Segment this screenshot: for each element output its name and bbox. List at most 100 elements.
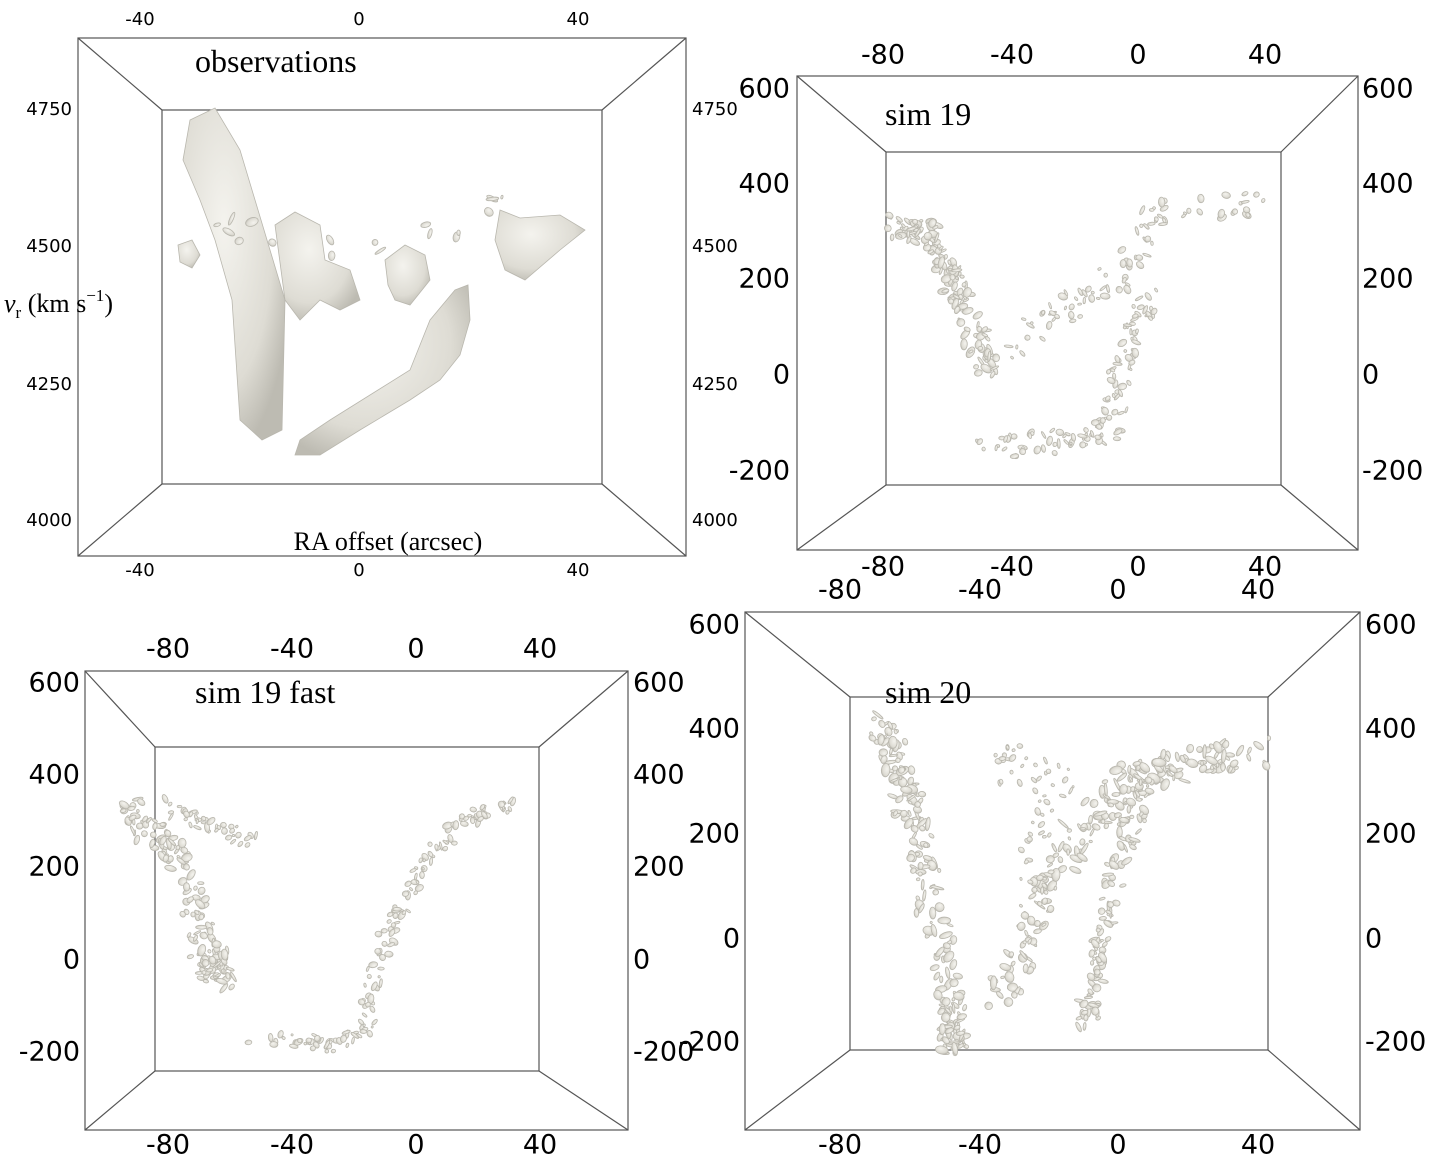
top-tick-label: -40 bbox=[270, 634, 314, 665]
isosurface bbox=[1038, 830, 1045, 836]
isosurface bbox=[900, 785, 913, 794]
isosurface bbox=[1028, 893, 1037, 900]
isosurface bbox=[1245, 212, 1251, 218]
isosurface bbox=[1108, 860, 1120, 870]
isosurface bbox=[968, 349, 974, 354]
isosurface bbox=[906, 793, 917, 802]
isosurface bbox=[460, 820, 469, 827]
isosurface bbox=[938, 245, 944, 251]
isosurface bbox=[387, 942, 395, 948]
isosurface bbox=[1106, 414, 1113, 421]
isosurface bbox=[222, 227, 235, 237]
isosurface bbox=[1110, 368, 1116, 373]
isosurface bbox=[1134, 226, 1140, 236]
isosurface bbox=[949, 978, 959, 988]
isosurface bbox=[929, 885, 945, 891]
isosurface bbox=[989, 365, 1000, 371]
isosurface bbox=[880, 755, 888, 764]
isosurface bbox=[1079, 827, 1087, 831]
isosurface bbox=[1063, 289, 1069, 297]
isosurface bbox=[1123, 284, 1132, 295]
isosurface bbox=[933, 971, 941, 981]
isosurface bbox=[868, 734, 877, 742]
isosurface bbox=[1135, 254, 1144, 261]
bottom-tick-label: 40 bbox=[1241, 1130, 1275, 1158]
isosurface bbox=[1129, 328, 1133, 336]
isosurface bbox=[438, 841, 443, 851]
isosurface bbox=[1075, 1021, 1082, 1033]
isosurface bbox=[234, 236, 244, 246]
isosurface bbox=[1021, 317, 1027, 321]
isosurface bbox=[1075, 1016, 1083, 1021]
isosurface bbox=[1144, 292, 1152, 301]
isosurface bbox=[998, 778, 1004, 785]
isosurface bbox=[1121, 276, 1127, 284]
isosurface bbox=[500, 194, 504, 200]
isosurface bbox=[289, 1043, 299, 1049]
isosurface bbox=[1016, 743, 1024, 749]
isosurface bbox=[1022, 963, 1029, 974]
left-tick-label: 600 bbox=[738, 74, 790, 105]
isosurface bbox=[1045, 855, 1055, 864]
isosurface bbox=[955, 276, 959, 280]
isosurface bbox=[1039, 335, 1046, 342]
isosurface bbox=[1196, 208, 1203, 216]
isosurface bbox=[202, 979, 210, 984]
isosurface bbox=[309, 1045, 316, 1052]
isosurface bbox=[469, 816, 476, 824]
isosurface bbox=[984, 336, 991, 342]
isosurface bbox=[952, 294, 960, 300]
isosurface bbox=[1088, 814, 1093, 825]
isosurface bbox=[1148, 208, 1155, 212]
isosurface bbox=[1068, 786, 1074, 795]
left-tick-label: 4000 bbox=[26, 510, 72, 531]
isosurface bbox=[1119, 883, 1127, 888]
isosurface bbox=[1090, 960, 1095, 966]
isosurface bbox=[1215, 762, 1220, 768]
isosurface bbox=[934, 902, 945, 913]
isosurface bbox=[899, 226, 903, 231]
isosurface bbox=[1103, 272, 1108, 278]
left-tick-label: 400 bbox=[688, 714, 740, 745]
isosurface bbox=[477, 816, 484, 822]
isosurface bbox=[1083, 427, 1089, 433]
isosurface bbox=[370, 981, 378, 992]
isosurface bbox=[1086, 972, 1096, 982]
isosurface bbox=[1020, 911, 1030, 920]
isosurface bbox=[177, 239, 201, 269]
isosurface bbox=[892, 810, 898, 817]
isosurface bbox=[951, 1041, 959, 1056]
isosurface bbox=[195, 818, 199, 825]
isosurface bbox=[1030, 776, 1038, 784]
isosurface bbox=[937, 916, 952, 925]
isosurface bbox=[366, 1030, 373, 1038]
isosurface bbox=[1066, 828, 1072, 833]
isosurface bbox=[1147, 221, 1156, 226]
isosurface bbox=[390, 922, 397, 928]
renders bbox=[77, 37, 1361, 1131]
isosurface bbox=[245, 217, 259, 227]
isosurface bbox=[1010, 355, 1014, 360]
isosurface bbox=[1032, 787, 1039, 795]
isosurface bbox=[1153, 216, 1159, 222]
isosurface bbox=[898, 234, 903, 238]
isosurface bbox=[963, 295, 968, 300]
left-tick-label: 400 bbox=[28, 760, 80, 791]
isosurface bbox=[1019, 877, 1023, 881]
isosurface bbox=[946, 268, 950, 274]
isosurface bbox=[896, 221, 901, 225]
isosurface bbox=[141, 830, 148, 838]
isosurface bbox=[1200, 760, 1204, 767]
outer-box bbox=[84, 670, 629, 1131]
isosurface bbox=[1099, 292, 1111, 300]
isosurface bbox=[374, 930, 383, 938]
isosurface bbox=[1142, 818, 1147, 824]
isosurface bbox=[1213, 741, 1223, 754]
box-edge bbox=[77, 37, 163, 111]
left-tick-label: -200 bbox=[19, 1037, 80, 1068]
isosurface bbox=[371, 1018, 378, 1026]
isosurface bbox=[409, 867, 417, 873]
isosurface bbox=[142, 815, 148, 823]
top-tick-label: -40 bbox=[990, 40, 1034, 71]
right-tick-label: 600 bbox=[1362, 74, 1414, 105]
